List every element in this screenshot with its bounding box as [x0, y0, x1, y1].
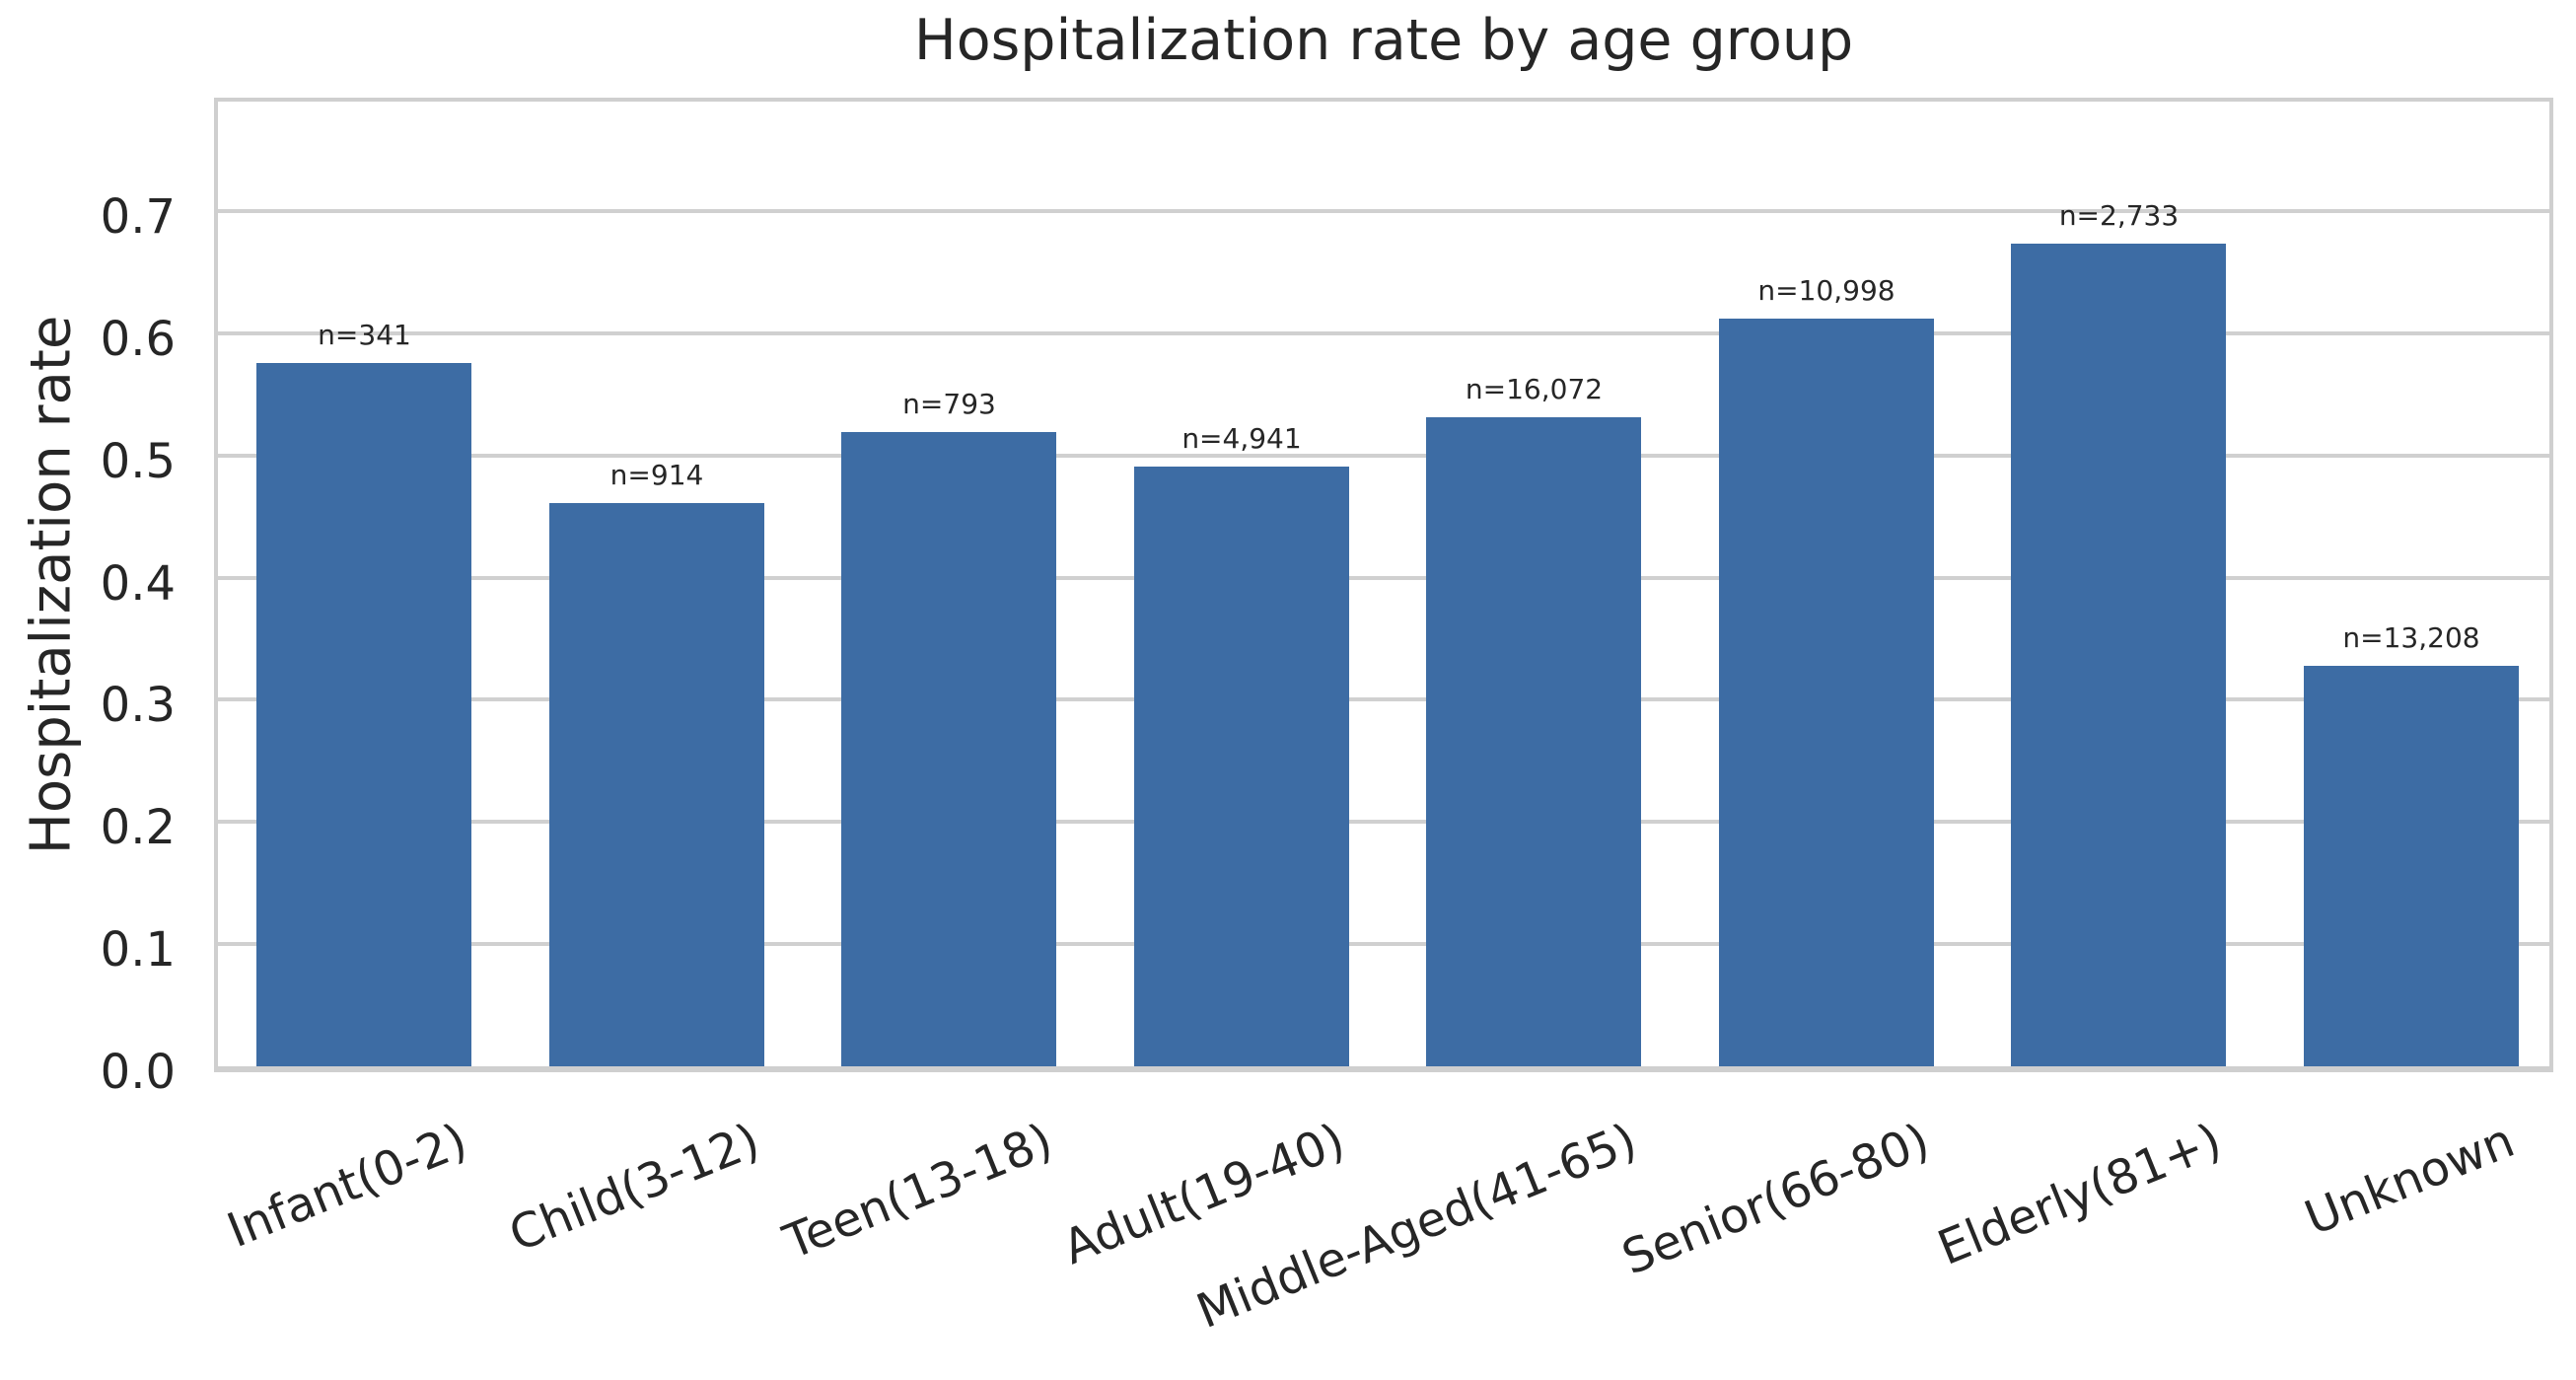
bar-teen-13-18 [841, 432, 1057, 1066]
x-tick-label-elderly-81: Elderly(81+) [1930, 1113, 2230, 1276]
bar-adult-19-40 [1133, 466, 1349, 1066]
y-tick-label-0.3: 0.3 [100, 678, 176, 734]
bar-count-label: n=13,208 [2342, 620, 2480, 654]
y-tick-label-0.1: 0.1 [100, 922, 176, 979]
gridline-y-0.5 [218, 453, 2549, 458]
gridline-y-0.3 [218, 697, 2549, 702]
x-tick-label-child-3-12: Child(3-12) [502, 1113, 767, 1264]
gridline-y-0.4 [218, 575, 2549, 580]
y-tick-label-0.0: 0.0 [100, 1045, 176, 1100]
gridline-y-0.2 [218, 820, 2549, 825]
x-tick-label-teen-13-18: Teen(13-18) [775, 1113, 1060, 1271]
bar-count-label: n=4,941 [1181, 421, 1302, 455]
bar-infant-0-2 [256, 362, 472, 1066]
plot-area: n=341 n=914 n=793 n=4,941 n=16,072 n=10,998 n=… [214, 98, 2553, 1072]
y-tick-label-0.6: 0.6 [100, 311, 176, 367]
gridline-y-0.1 [218, 942, 2549, 947]
gridline-y-0.6 [218, 330, 2549, 335]
x-tick-label-senior-66-80: Senior(66-80) [1614, 1113, 1937, 1286]
bar-child-3-12 [548, 503, 764, 1066]
y-tick-label-0.2: 0.2 [100, 800, 176, 856]
y-tick-label-0.5: 0.5 [100, 433, 176, 489]
x-tick-label-unknown: Unknown [2297, 1113, 2522, 1247]
y-tick-label-0.4: 0.4 [100, 555, 176, 612]
bar-count-label: n=914 [609, 459, 704, 492]
bar-count-label: n=16,072 [1465, 373, 1604, 406]
gridline-y-0.7 [218, 208, 2549, 213]
x-tick-label-infant-0-2: Infant(0-2) [220, 1113, 475, 1259]
y-tick-label-0.7: 0.7 [100, 188, 176, 245]
chart-title: Hospitalization rate by age group [913, 8, 1854, 73]
bar-count-label: n=341 [318, 318, 411, 351]
bar-unknown [2303, 665, 2519, 1066]
bar-count-label: n=2,733 [2058, 199, 2180, 233]
bar-middle-aged-41-65 [1426, 417, 1642, 1066]
bar-count-label: n=793 [902, 388, 996, 421]
bar-count-label: n=10,998 [1757, 273, 1896, 307]
bar-elderly-81 [2011, 244, 2227, 1066]
bar-senior-66-80 [1718, 318, 1934, 1066]
